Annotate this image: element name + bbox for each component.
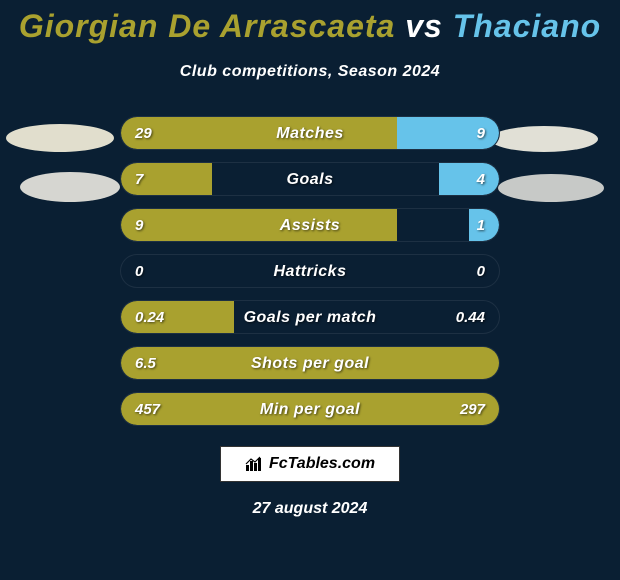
card-title: Giorgian De Arrascaeta vs Thaciano [0,8,620,45]
stat-label: Goals per match [121,301,499,334]
footer-date: 27 august 2024 [0,500,620,518]
stat-row: Goals7 4 [120,162,500,196]
stat-row: Hattricks0 0 [120,254,500,288]
stat-row: Assists9 1 [120,208,500,242]
stat-label: Min per goal [121,393,499,426]
stat-value-left: 6.5 [135,347,156,380]
stat-value-right: 0 [477,255,485,288]
stat-value-left: 29 [135,117,152,150]
vs-text: vs [405,8,443,44]
stat-value-right: 297 [460,393,485,426]
comparison-card: Giorgian De Arrascaeta vs Thaciano Club … [0,0,620,580]
stat-value-right: 4 [477,163,485,196]
stat-value-left: 457 [135,393,160,426]
chart-icon [245,456,263,472]
stat-value-left: 9 [135,209,143,242]
source-logo: FcTables.com [220,446,400,482]
stat-label: Hattricks [121,255,499,288]
stat-value-left: 0 [135,255,143,288]
stat-label: Matches [121,117,499,150]
stat-row: Matches29 9 [120,116,500,150]
source-logo-text: FcTables.com [269,455,375,473]
stat-label: Assists [121,209,499,242]
stat-value-right: 1 [477,209,485,242]
stat-row: Shots per goal6.5 [120,346,500,380]
stat-value-right: 0.44 [456,301,485,334]
stat-value-right: 9 [477,117,485,150]
stat-row: Goals per match0.24 0.44 [120,300,500,334]
stat-label: Shots per goal [121,347,499,380]
card-subtitle: Club competitions, Season 2024 [0,63,620,81]
stat-row: Min per goal457 297 [120,392,500,426]
stats-area: Matches299Goals74Assists91Hattricks00Goa… [0,116,620,426]
player2-name: Thaciano [453,8,601,44]
stat-label: Goals [121,163,499,196]
player1-name: Giorgian De Arrascaeta [19,8,396,44]
stat-value-left: 7 [135,163,143,196]
stat-value-left: 0.24 [135,301,164,334]
